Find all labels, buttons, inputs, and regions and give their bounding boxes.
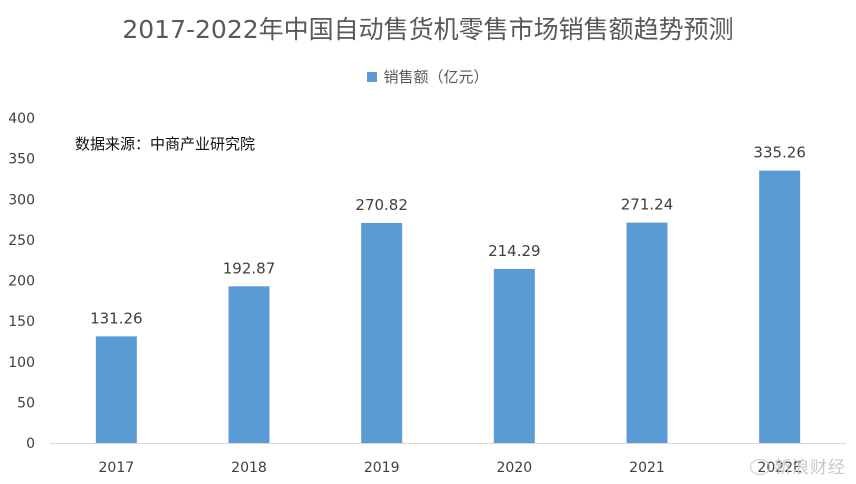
bar <box>361 222 403 443</box>
data-label: 131.26 <box>90 309 143 327</box>
y-tick-label: 350 <box>8 152 35 168</box>
source-note: 数据来源：中商产业研究院 <box>75 135 256 153</box>
y-tick-label: 0 <box>26 436 35 452</box>
watermark: 新浪财经 <box>750 453 846 478</box>
bar <box>626 222 668 443</box>
y-tick-label: 300 <box>8 192 35 208</box>
y-tick-label: 50 <box>17 395 35 411</box>
chart-title: 2017-2022年中国自动售货机零售市场销售额趋势预测 <box>122 15 734 44</box>
bar <box>759 170 801 443</box>
y-tick-label: 150 <box>8 314 35 330</box>
weibo-logo-icon <box>750 459 770 475</box>
y-tick-label: 100 <box>8 355 35 371</box>
data-label: 214.29 <box>488 242 541 260</box>
legend: 销售额（亿元） <box>0 66 856 87</box>
y-tick-label: 200 <box>8 274 35 290</box>
x-tick-label: 2017 <box>99 460 135 476</box>
data-label: 270.82 <box>355 196 408 214</box>
data-label: 271.24 <box>621 196 674 214</box>
legend-swatch <box>367 72 378 82</box>
watermark-text: 新浪财经 <box>774 458 846 478</box>
y-tick-label: 250 <box>8 233 35 249</box>
data-label: 192.87 <box>223 259 276 277</box>
bar <box>228 286 270 443</box>
bar <box>493 268 535 443</box>
legend-label: 销售额（亿元） <box>383 68 489 86</box>
bar <box>95 336 137 443</box>
data-label: 335.26 <box>753 144 806 162</box>
y-tick-label: 400 <box>8 111 35 127</box>
x-tick-label: 2021 <box>629 460 665 476</box>
x-tick-label: 2018 <box>231 460 267 476</box>
x-tick-label: 2020 <box>497 460 533 476</box>
x-tick-label: 2019 <box>364 460 400 476</box>
